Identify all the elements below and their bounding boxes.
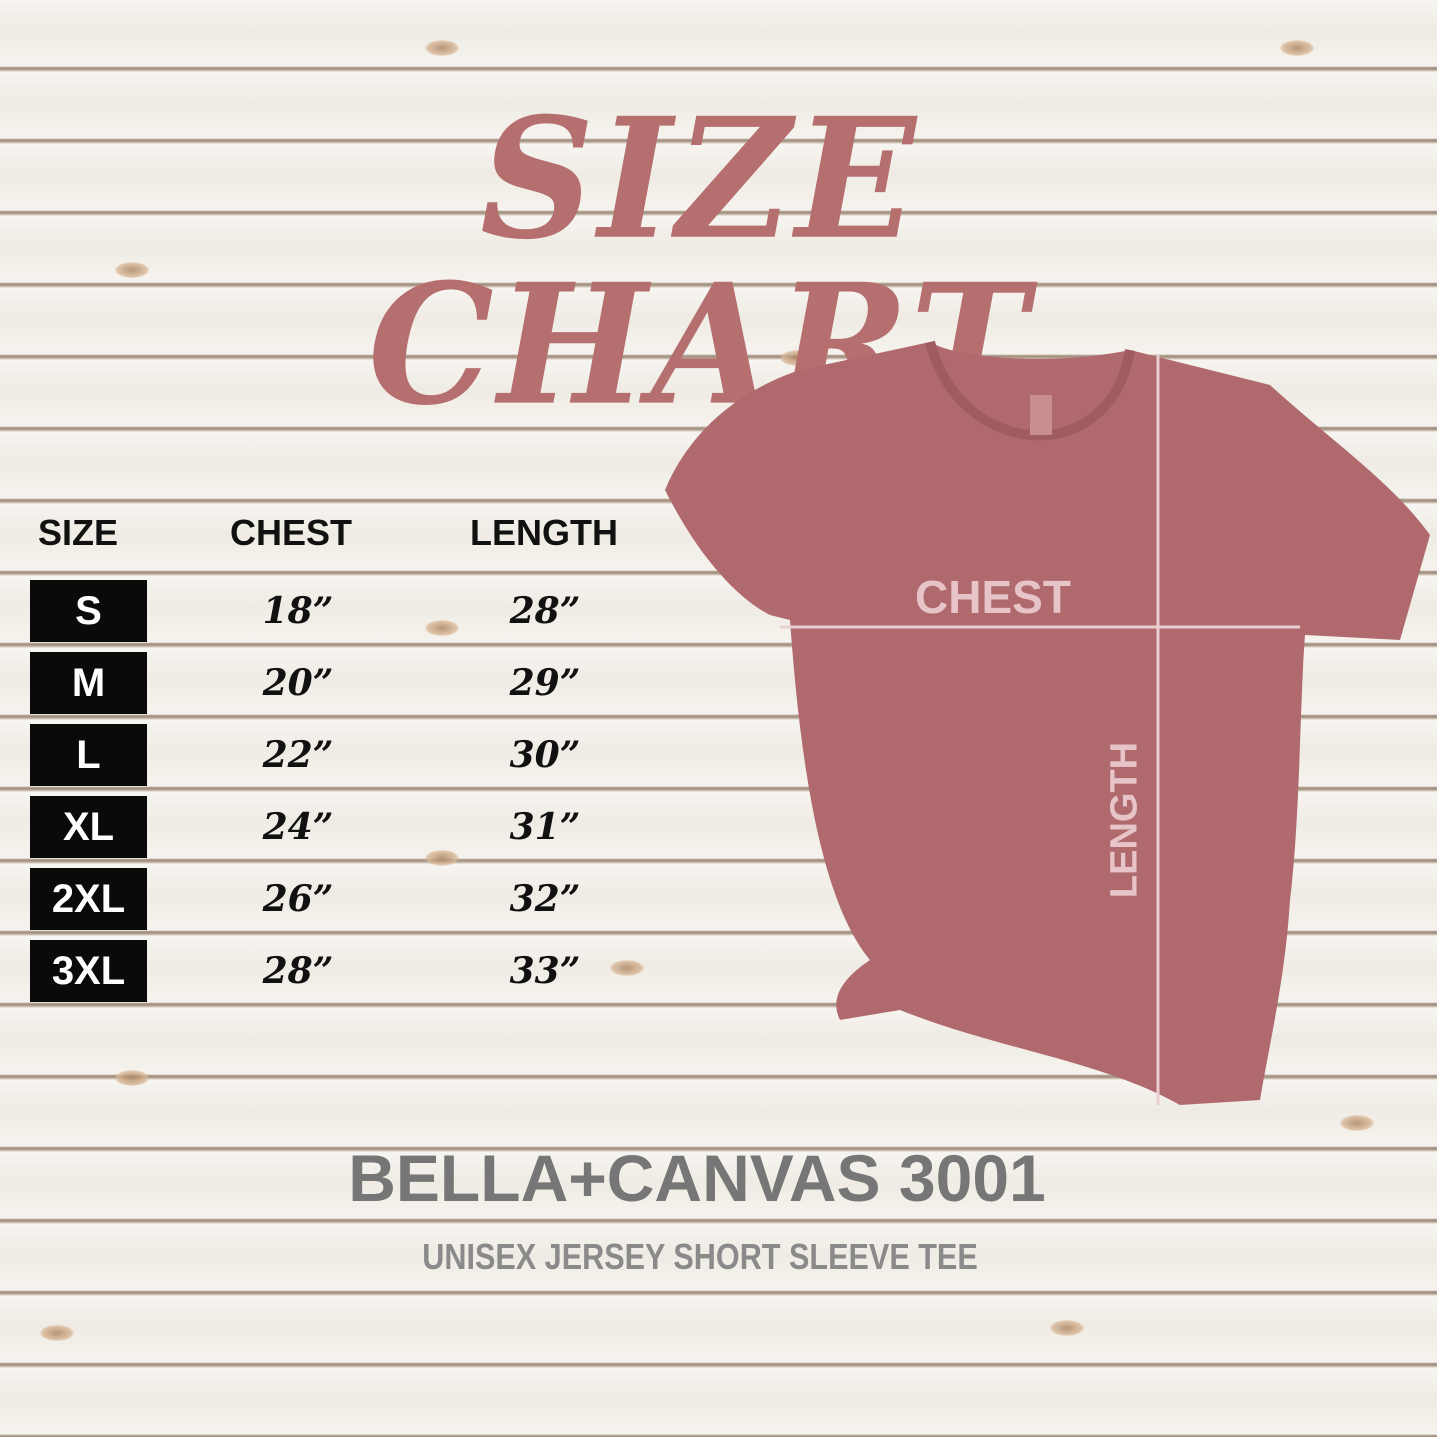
length-value: 30” <box>509 734 581 776</box>
length-value: 31” <box>509 806 581 848</box>
chest-value: 20” <box>262 662 334 704</box>
tshirt-collar <box>925 340 1135 441</box>
chest-value: 26” <box>262 878 334 920</box>
header-size: SIZE <box>38 512 119 553</box>
chest-value: 22” <box>262 734 334 776</box>
chest-label: CHEST <box>915 571 1071 623</box>
header-chest: CHEST <box>230 512 353 553</box>
length-value: 32” <box>509 878 581 920</box>
tshirt-body <box>665 342 1430 1105</box>
tshirt-tag <box>1030 395 1052 435</box>
header-length: LENGTH <box>470 512 618 553</box>
size-label: 2XL <box>30 868 147 930</box>
length-value: 29” <box>509 662 581 704</box>
size-label: 3XL <box>30 940 147 1002</box>
length-value: 33” <box>509 950 581 992</box>
size-label: S <box>30 580 147 642</box>
size-label: L <box>30 724 147 786</box>
length-value: 28” <box>509 590 581 632</box>
chest-value: 28” <box>262 950 334 992</box>
product-description: UNISEX JERSEY SHORT SLEEVE TEE <box>422 1236 978 1277</box>
size-label: M <box>30 652 147 714</box>
size-label: XL <box>30 796 147 858</box>
length-label: LENGTH <box>1103 741 1146 899</box>
chest-value: 24” <box>262 806 334 848</box>
chest-value: 18” <box>262 590 334 632</box>
product-name: BELLA+CANVAS 3001 <box>348 1141 1046 1215</box>
